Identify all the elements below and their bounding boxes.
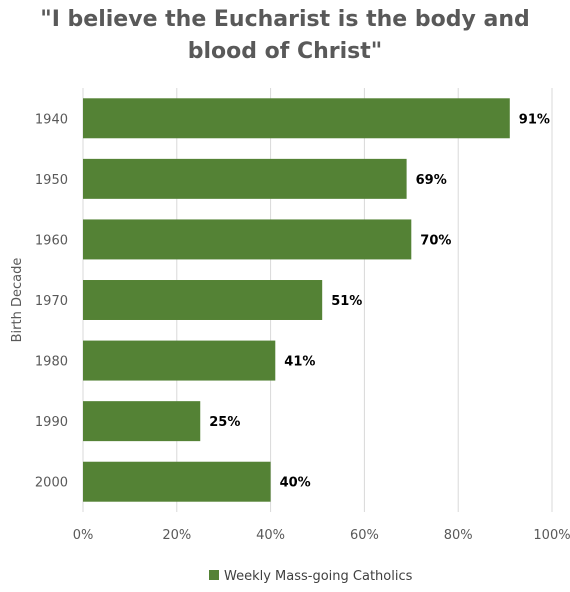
y-tick-label: 1940 bbox=[35, 112, 68, 127]
data-label: 41% bbox=[284, 355, 315, 370]
bar bbox=[83, 461, 271, 502]
x-tick-label: 20% bbox=[162, 528, 191, 543]
bar bbox=[83, 98, 510, 139]
bar bbox=[83, 280, 323, 320]
bar bbox=[83, 401, 201, 442]
y-tick-label: 1990 bbox=[35, 415, 68, 430]
legend-label: Weekly Mass-going Catholics bbox=[224, 569, 413, 584]
x-tick-label: 0% bbox=[73, 528, 94, 543]
x-tick-label: 80% bbox=[444, 528, 473, 543]
data-label: 91% bbox=[519, 112, 550, 127]
chart-title: "I believe the Eucharist is the body and… bbox=[40, 7, 530, 64]
y-tick-label: 1970 bbox=[35, 294, 68, 309]
data-label: 40% bbox=[280, 476, 311, 491]
x-tick-label: 100% bbox=[533, 528, 570, 543]
legend-swatch bbox=[209, 570, 219, 580]
y-tick-label: 1980 bbox=[35, 355, 68, 370]
data-label: 69% bbox=[416, 173, 447, 188]
bar bbox=[83, 340, 276, 381]
y-tick-label: 1950 bbox=[35, 173, 68, 188]
bar bbox=[83, 158, 407, 199]
data-label: 70% bbox=[420, 233, 451, 248]
y-tick-label: 1960 bbox=[35, 233, 68, 248]
x-tick-label: 40% bbox=[256, 528, 285, 543]
data-label: 25% bbox=[209, 415, 240, 430]
y-tick-label: 2000 bbox=[35, 476, 68, 491]
x-tick-label: 60% bbox=[350, 528, 379, 543]
data-label: 51% bbox=[331, 294, 362, 309]
y-axis-title: Birth Decade bbox=[10, 258, 25, 343]
bar bbox=[83, 219, 412, 260]
